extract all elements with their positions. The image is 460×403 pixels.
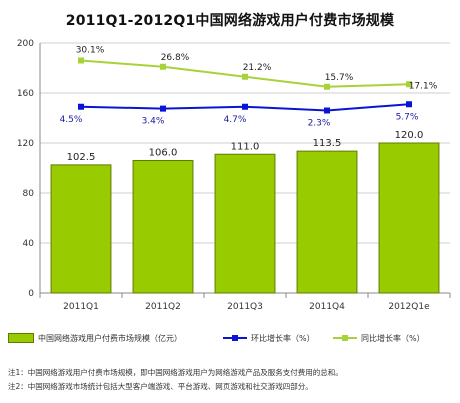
bar-value-label: 106.0: [149, 148, 178, 159]
bar: [378, 142, 440, 294]
bar: [296, 150, 358, 294]
chart-title: 2011Q1-2012Q1中国网络游戏用户付费市场规模: [65, 13, 395, 29]
legend-swatch-line: [223, 333, 247, 343]
yoy-point: [324, 83, 330, 90]
yoy-point: [406, 81, 412, 88]
footnote: 注2：中国网络游戏市场统计包括大型客户端游戏、平台游戏、网页游戏和社交游戏四部分…: [8, 382, 313, 391]
bar-value-label: 120.0: [395, 130, 424, 141]
legend: 中国网络游戏用户付费市场规模（亿元） 环比增长率（%） 同比增长率（%）: [8, 330, 453, 346]
qoq-point-label: 4.7%: [224, 115, 247, 125]
qoq-point: [406, 101, 412, 108]
legend-label: 中国网络游戏用户付费市场规模（亿元）: [38, 333, 182, 343]
legend-item-market-size: 中国网络游戏用户付费市场规模（亿元）: [8, 330, 182, 346]
qoq-point: [324, 107, 330, 114]
bar: [214, 153, 276, 294]
qoq-point: [242, 103, 248, 110]
legend-label: 环比增长率（%）: [251, 333, 315, 343]
legend-swatch-bar: [8, 333, 34, 343]
bar-value-label: 102.5: [67, 152, 96, 163]
bar: [132, 160, 194, 294]
footnotes: 注1：中国网络游戏用户付费市场规模，即中国网络游戏用户为网络游戏产品及服务支付费…: [8, 366, 458, 394]
qoq-point-label: 3.4%: [142, 117, 165, 127]
qoq-point-label: 4.5%: [60, 115, 83, 125]
x-tick-label: 2011Q1: [63, 302, 99, 312]
qoq-point-label: 2.3%: [308, 119, 331, 129]
x-tick-label: 2011Q2: [145, 302, 181, 312]
y-tick-label: 40: [23, 239, 35, 249]
footnote: 注1：中国网络游戏用户付费市场规模，即中国网络游戏用户为网络游戏产品及服务支付费…: [8, 368, 343, 377]
bar-value-label: 111.0: [231, 141, 260, 152]
y-tick-label: 120: [17, 139, 34, 149]
yoy-point-label: 21.2%: [243, 63, 272, 73]
yoy-point-label: 17.1%: [409, 81, 438, 91]
y-tick-label: 80: [23, 189, 35, 199]
legend-swatch-line: [333, 333, 357, 343]
yoy-point-label: 26.8%: [161, 53, 190, 63]
x-tick-label: 2012Q1e: [388, 302, 430, 312]
bar: [50, 164, 112, 294]
qoq-point: [160, 105, 166, 112]
x-tick-label: 2011Q4: [309, 302, 345, 312]
legend-item-qoq: 环比增长率（%）: [223, 330, 315, 346]
qoq-point: [78, 103, 84, 110]
x-tick-label: 2011Q3: [227, 302, 263, 312]
yoy-point: [78, 57, 84, 64]
yoy-point-label: 30.1%: [76, 46, 105, 56]
yoy-point-label: 15.7%: [325, 73, 354, 83]
legend-item-yoy: 同比增长率（%）: [333, 330, 425, 346]
yoy-point: [160, 63, 166, 70]
legend-label: 同比增长率（%）: [361, 333, 425, 343]
qoq-point-label: 5.7%: [396, 112, 419, 122]
bar-value-label: 113.5: [313, 138, 342, 149]
chart-area: 0 40 80 120 160 200 102.5 106.0 111.0 113.5 120.0 2…: [17, 39, 451, 312]
y-tick-label: 160: [17, 89, 34, 99]
y-tick-label: 0: [28, 289, 34, 299]
yoy-point: [242, 73, 248, 80]
y-tick-label: 200: [17, 39, 34, 49]
